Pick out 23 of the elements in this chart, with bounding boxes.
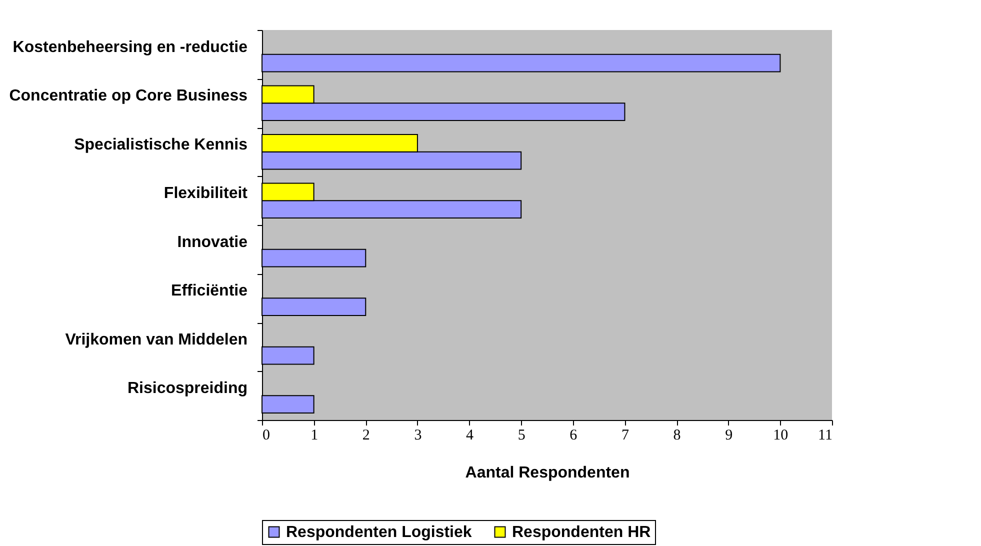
- x-tick-label: 2: [362, 428, 370, 444]
- x-tick-label: 9: [725, 428, 733, 444]
- legend-label: Respondenten Logistiek: [286, 524, 472, 541]
- x-tick-label: 0: [262, 428, 270, 444]
- x-tick-label: 8: [673, 428, 681, 444]
- y-tick-label: Concentratie op Core Business: [9, 88, 248, 105]
- x-tick-label: 7: [621, 428, 630, 444]
- x-tick-label: 3: [414, 428, 422, 444]
- x-tick-label: 1: [310, 428, 318, 444]
- x-tick-label: 5: [518, 428, 526, 444]
- x-axis-title: Aantal Respondenten: [465, 464, 630, 482]
- x-tick-label: 11: [818, 428, 832, 444]
- y-tick-label: Kostenbeheersing en -reductie: [12, 38, 248, 56]
- y-tick-label: Flexibiliteit: [164, 185, 248, 202]
- legend-label: Respondenten HR: [512, 524, 652, 541]
- y-tick-label: Efficiëntie: [171, 282, 248, 300]
- x-tick-label: 10: [773, 428, 788, 444]
- y-tick-label: Vrijkomen van Middelen: [65, 331, 248, 348]
- x-tick-label: 6: [570, 428, 578, 444]
- y-tick-label: Risicospreiding: [127, 380, 248, 398]
- x-tick-label: 4: [466, 428, 474, 444]
- y-tick-label: Specialistische Kennis: [74, 136, 248, 154]
- y-tick-label: Innovatie: [177, 234, 248, 251]
